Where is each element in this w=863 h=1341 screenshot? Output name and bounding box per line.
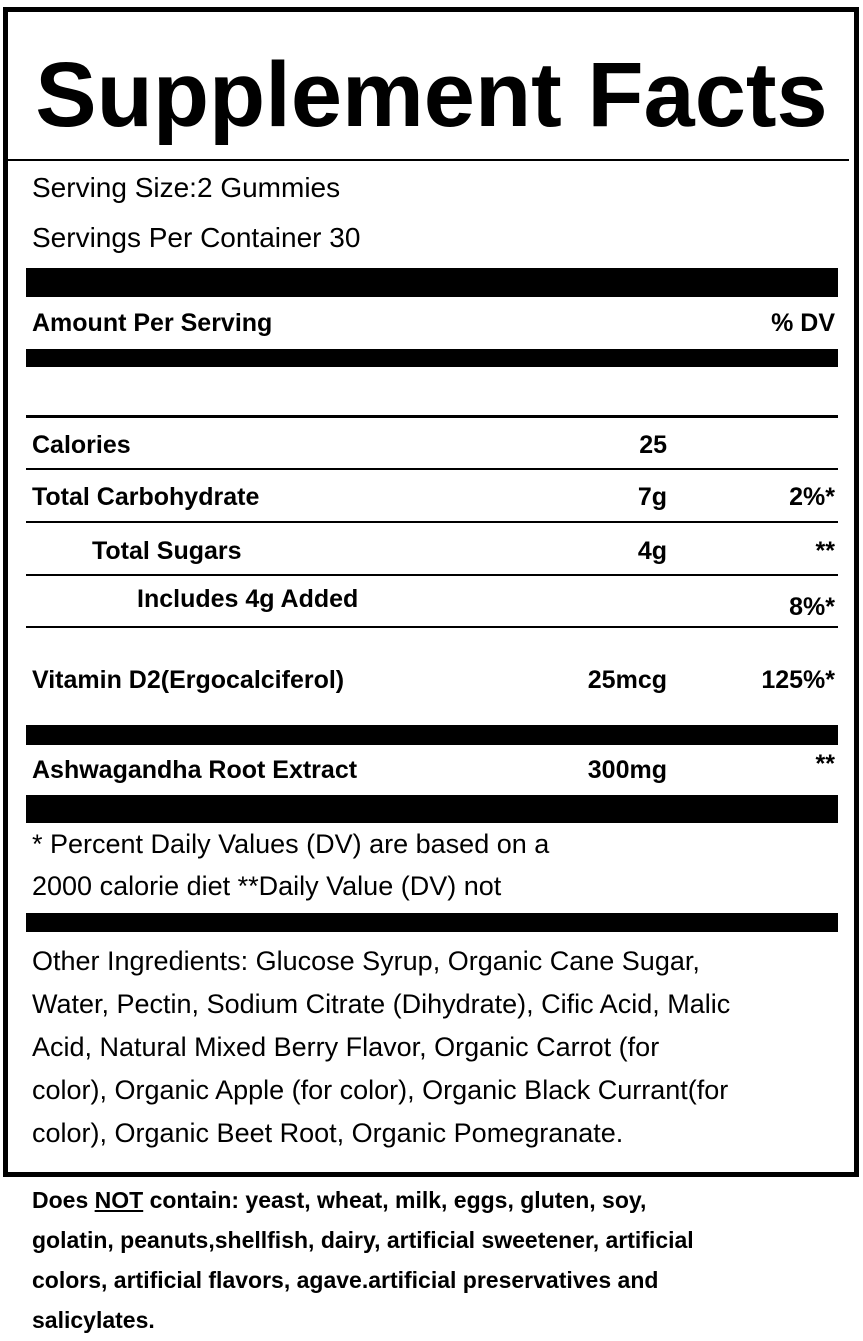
- allergen-prefix: Does: [32, 1187, 95, 1213]
- label-title: Supplement Facts: [35, 44, 828, 146]
- thick-divider: [26, 349, 838, 367]
- amount-header: Amount Per Serving % DV: [0, 308, 863, 338]
- allergen-rest: contain: yeast, wheat, milk, eggs, glute…: [143, 1187, 647, 1213]
- footnote-line: * Percent Daily Values (DV) are based on…: [32, 829, 550, 859]
- footnote-line: 2000 calorie diet **Daily Value (DV) not: [32, 871, 502, 901]
- divider: [26, 626, 838, 628]
- servings-per-container: Servings Per Container 30: [32, 222, 361, 253]
- divider: [26, 574, 838, 576]
- divider: [26, 521, 838, 523]
- nutrient-amount: 25mcg: [587, 666, 667, 694]
- nutrient-row: Includes 4g Added 8%*: [0, 584, 863, 621]
- nutrient-name: Total Carbohydrate: [32, 483, 260, 511]
- nutrient-row: Total Carbohydrate 7g 2%*: [0, 482, 863, 512]
- nutrient-amount: 300mg: [587, 756, 667, 784]
- amount-per-serving-label: Amount Per Serving: [32, 309, 273, 337]
- thick-divider: [26, 795, 838, 823]
- divider: [26, 415, 838, 418]
- nutrient-name: Includes 4g Added: [137, 585, 359, 613]
- allergen-statement: Does NOT contain: yeast, wheat, milk, eg…: [32, 1180, 694, 1340]
- nutrient-dv: 8%*: [789, 593, 835, 621]
- nutrient-amount: 4g: [637, 537, 667, 565]
- nutrient-dv: **: [815, 750, 835, 778]
- nutrient-row: Total Sugars 4g **: [0, 536, 863, 566]
- nutrient-name: Ashwagandha Root Extract: [32, 756, 358, 784]
- divider: [8, 159, 849, 161]
- nutrient-row: Calories 25: [0, 430, 863, 460]
- ingredients-line: Water, Pectin, Sodium Citrate (Dihydrate…: [32, 989, 731, 1019]
- nutrient-row: Ashwagandha Root Extract 300mg **: [0, 750, 863, 785]
- nutrient-name: Total Sugars: [92, 537, 242, 565]
- allergen-line: colors, artificial flavors, agave.artifi…: [32, 1267, 659, 1293]
- thick-divider: [26, 913, 838, 932]
- nutrient-name: Vitamin D2(Ergocalciferol): [32, 666, 345, 694]
- ingredients-line: color), Organic Beet Root, Organic Pomeg…: [32, 1118, 624, 1148]
- allergen-line: golatin, peanuts,shellfish, dairy, artif…: [32, 1227, 694, 1253]
- nutrient-amount: 25: [639, 431, 667, 459]
- nutrient-dv: 125%*: [761, 666, 835, 694]
- label-border: [3, 7, 859, 1177]
- thick-divider: [26, 725, 838, 745]
- nutrient-dv: **: [815, 537, 835, 565]
- ingredients-line: Other Ingredients: Glucose Syrup, Organi…: [32, 946, 700, 976]
- dv-label: % DV: [771, 309, 835, 337]
- allergen-not: NOT: [94, 1187, 144, 1213]
- allergen-line: salicylates.: [32, 1307, 155, 1333]
- nutrient-amount: 7g: [637, 483, 667, 511]
- ingredients-line: Acid, Natural Mixed Berry Flavor, Organi…: [32, 1032, 660, 1062]
- nutrient-name: Calories: [32, 431, 131, 459]
- nutrient-row: Vitamin D2(Ergocalciferol) 25mcg 125%*: [0, 665, 863, 695]
- other-ingredients: Other Ingredients: Glucose Syrup, Organi…: [32, 940, 730, 1155]
- serving-size: Serving Size:2 Gummies: [32, 172, 341, 203]
- thick-divider: [26, 268, 838, 297]
- divider: [26, 468, 838, 470]
- ingredients-line: color), Organic Apple (for color), Organ…: [32, 1075, 729, 1105]
- nutrient-dv: 2%*: [789, 483, 835, 511]
